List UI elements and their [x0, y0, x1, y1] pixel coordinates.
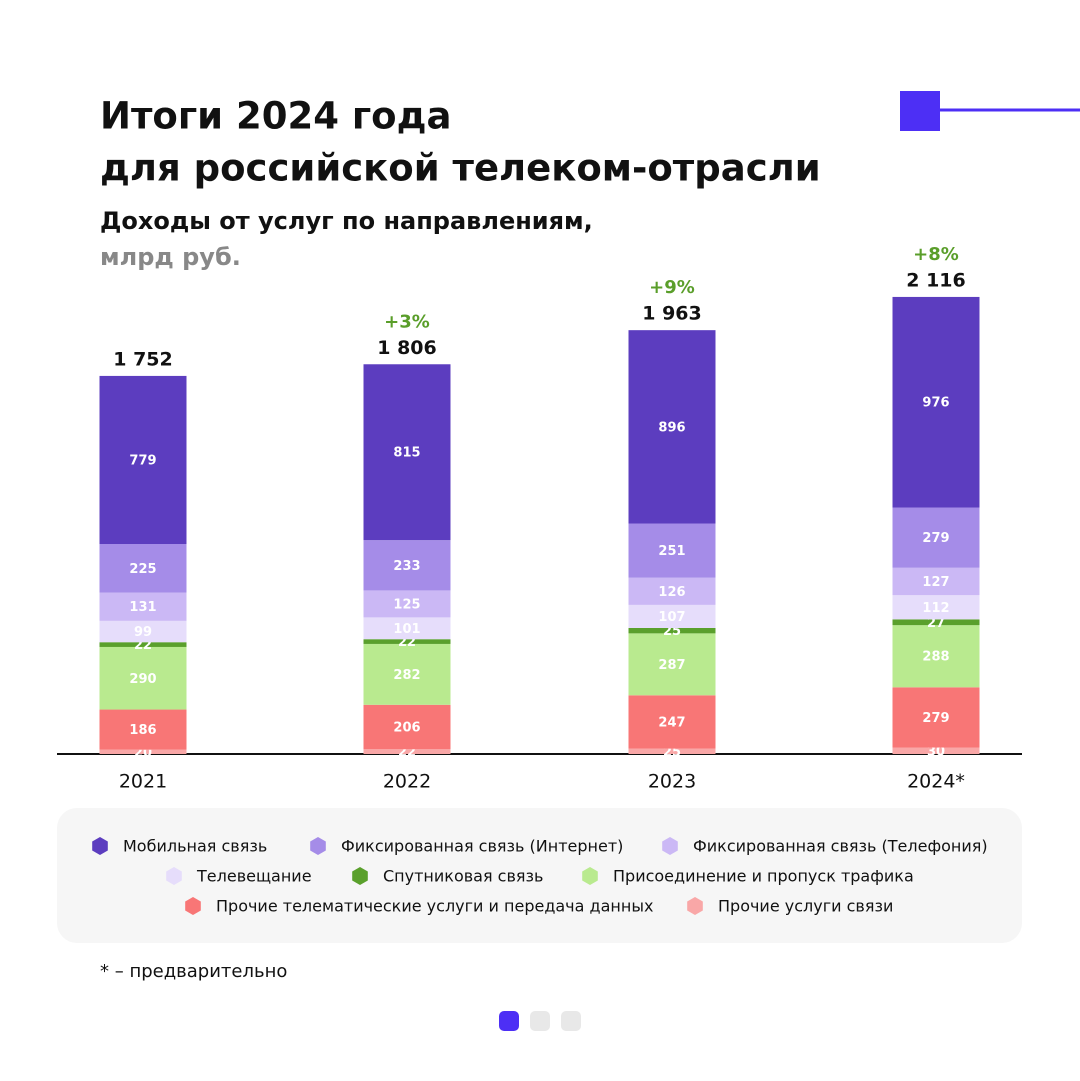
bar-segment	[892, 747, 980, 754]
segment-label: 282	[393, 668, 420, 683]
bar-segment	[628, 523, 716, 578]
footnote: * – предварительно	[100, 961, 287, 982]
bar-segment	[628, 330, 716, 524]
segment-label: 976	[922, 396, 949, 411]
segment-label: 233	[393, 559, 420, 574]
legend-box	[57, 808, 1022, 943]
legend-label: Фиксированная связь (Интернет)	[341, 837, 623, 856]
bar-segment	[892, 619, 980, 626]
bar-segment	[363, 749, 451, 754]
segment-label: 279	[922, 711, 949, 726]
segment-label: 186	[129, 723, 156, 738]
bar-segment	[892, 296, 980, 508]
bar-segment	[892, 625, 980, 688]
segment-label: 101	[393, 622, 420, 637]
growth-label: +9%	[649, 277, 695, 298]
bar-segment	[628, 633, 716, 696]
bar-segment	[99, 709, 187, 750]
segment-label: 225	[129, 562, 156, 577]
segment-label: 290	[129, 672, 156, 687]
segment-label: 107	[658, 610, 685, 625]
segment-label: 112	[922, 601, 949, 616]
segment-label: 27	[927, 616, 945, 631]
legend-label: Прочие услуги связи	[718, 897, 893, 916]
x-tick-label: 2024*	[907, 771, 965, 793]
segment-label: 779	[129, 453, 156, 468]
x-tick-label: 2022	[383, 771, 431, 793]
segment-label: 126	[658, 585, 685, 600]
legend-marker	[582, 867, 598, 885]
segment-label: 279	[922, 531, 949, 546]
bar-segment	[363, 364, 451, 541]
bar-segment	[628, 627, 716, 634]
bar-segment	[892, 687, 980, 748]
bar-segment	[99, 646, 187, 710]
legend-label: Мобильная связь	[123, 837, 267, 856]
bar-segment	[99, 620, 187, 643]
bar-segment	[363, 540, 451, 591]
bar-segment	[99, 375, 187, 545]
growth-label: +3%	[384, 311, 430, 332]
decor-square	[900, 91, 940, 131]
segment-label: 288	[922, 650, 949, 665]
legend-label: Прочие телематические услуги и передача …	[216, 897, 653, 916]
legend-label: Спутниковая связь	[383, 867, 543, 886]
bar-segment	[99, 544, 187, 593]
segment-label: 815	[393, 446, 420, 461]
legend-label: Присоединение и пропуск трафика	[613, 867, 914, 886]
segment-label: 30	[927, 744, 945, 759]
x-tick-label: 2023	[648, 771, 696, 793]
chart-title: для российской телеком-отрасли	[100, 147, 821, 190]
segment-label: 99	[134, 625, 152, 640]
legend-marker	[310, 837, 326, 855]
bar-segment	[99, 749, 187, 754]
legend-marker	[166, 867, 182, 885]
bar-segment	[363, 639, 451, 644]
legend-label: Фиксированная связь (Телефония)	[693, 837, 988, 856]
bar-segment	[628, 695, 716, 749]
segment-label: 125	[393, 597, 420, 612]
segment-label: 287	[658, 658, 685, 673]
total-label: 2 116	[906, 269, 966, 291]
segment-label: 251	[658, 544, 685, 559]
legend-marker	[352, 867, 368, 885]
total-label: 1 963	[642, 303, 702, 325]
segment-label: 247	[658, 715, 685, 730]
page-dot[interactable]	[561, 1011, 581, 1031]
bar-segment	[99, 592, 187, 621]
bar-segment	[363, 704, 451, 750]
growth-label: +8%	[913, 244, 959, 265]
bar-segment	[628, 748, 716, 754]
segment-label: 127	[922, 575, 949, 590]
chart-subtitle: Доходы от услуг по направлениям,	[100, 207, 593, 235]
bar-segment	[628, 604, 716, 628]
segment-label: 896	[658, 420, 685, 435]
total-label: 1 752	[113, 348, 173, 370]
bar-segment	[363, 643, 451, 705]
segment-label: 206	[393, 721, 420, 736]
bar-segment	[892, 595, 980, 620]
bar-segment	[99, 642, 187, 647]
page-dot[interactable]	[530, 1011, 550, 1031]
bar-segment	[892, 507, 980, 568]
total-label: 1 806	[377, 337, 437, 359]
legend-marker	[687, 897, 703, 915]
legend-marker	[92, 837, 108, 855]
bar-segment	[363, 590, 451, 618]
bar-segment	[892, 567, 980, 596]
bar-segment	[628, 577, 716, 605]
legend-marker	[185, 897, 201, 915]
chart-title: Итоги 2024 года	[100, 95, 451, 138]
bar-segment	[363, 617, 451, 640]
legend-marker	[662, 837, 678, 855]
unit-label: млрд руб.	[100, 243, 241, 271]
page-dot[interactable]	[499, 1011, 519, 1031]
segment-label: 131	[129, 600, 156, 615]
x-tick-label: 2021	[119, 771, 167, 793]
legend-label: Телевещание	[196, 867, 312, 886]
